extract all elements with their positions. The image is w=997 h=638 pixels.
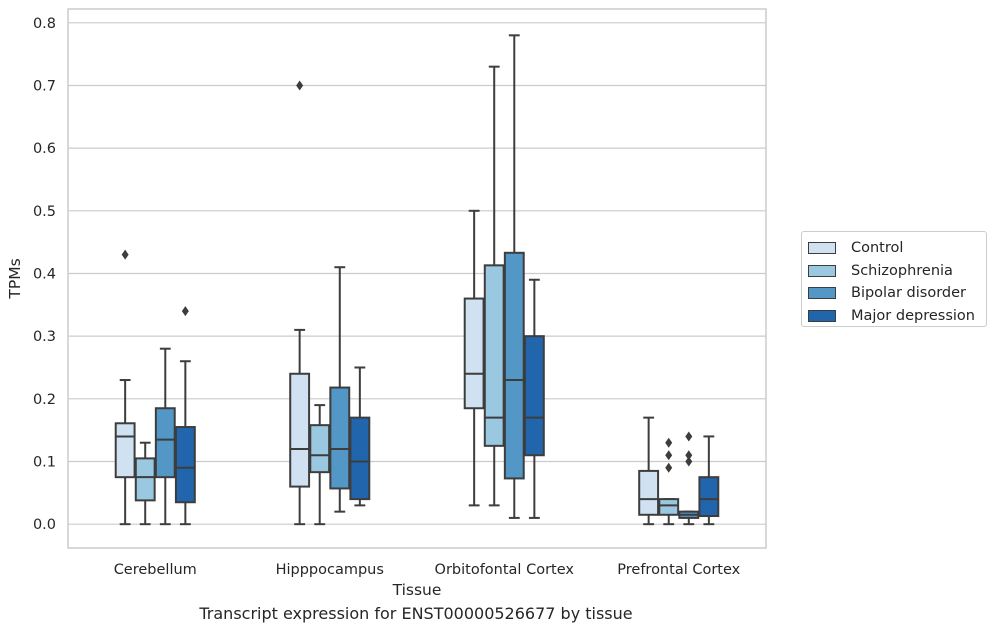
- legend-swatch: [808, 264, 836, 277]
- box-control-cerebellum: [114, 422, 136, 479]
- outlier-point: [665, 462, 673, 473]
- box-bipolar-disorder-cerebellum: [154, 407, 176, 479]
- y-tick-label: 0.0: [33, 517, 56, 533]
- legend-label: Schizophrenia: [851, 262, 953, 279]
- box-control-orbitofontal-cortex: [463, 297, 485, 410]
- legend-swatch: [808, 287, 836, 300]
- outlier-point: [685, 431, 693, 442]
- plot-frame: [67, 8, 767, 549]
- legend-label: Bipolar disorder: [851, 285, 966, 302]
- outlier-point: [665, 450, 673, 461]
- y-tick-label: 0.1: [33, 455, 56, 471]
- x-tick-label: Hipppocampus: [276, 562, 384, 578]
- outlier-point: [685, 456, 693, 467]
- box-schizophrenia-prefrontal-cortex: [658, 498, 680, 516]
- outlier-point: [181, 306, 189, 317]
- box-major-depression-prefrontal-cortex: [698, 476, 720, 518]
- chart-legend: Control Schizophrenia Bipolar disorder Majo…: [801, 231, 987, 327]
- box-control-prefrontal-cortex: [638, 469, 660, 516]
- legend-swatch: [808, 309, 836, 322]
- outlier-point: [296, 80, 304, 91]
- box-schizophrenia-orbitofontal-cortex: [483, 264, 505, 447]
- y-tick-label: 0.6: [33, 141, 56, 157]
- y-tick-label: 0.4: [33, 266, 56, 282]
- x-axis-label: Tissue: [392, 581, 442, 599]
- y-tick-label: 0.5: [33, 204, 56, 220]
- figure-caption: Transcript expression for ENST0000052667…: [199, 604, 633, 623]
- outlier-point: [121, 249, 129, 260]
- box-schizophrenia-cerebellum: [134, 457, 156, 502]
- box-major-depression-orbitofontal-cortex: [523, 335, 545, 457]
- legend-item: Control: [808, 237, 980, 260]
- y-tick-label: 0.8: [33, 16, 56, 32]
- legend-label: Major depression: [851, 307, 975, 324]
- box-major-depression-cerebellum: [174, 426, 196, 504]
- legend-item: Schizophrenia: [808, 260, 980, 283]
- x-tick-label: Prefrontal Cortex: [617, 562, 740, 578]
- legend-label: Control: [851, 240, 904, 257]
- y-tick-label: 0.2: [33, 392, 56, 408]
- box-schizophrenia-hipppocampus: [309, 424, 331, 474]
- legend-swatch: [808, 242, 836, 255]
- outlier-point: [685, 450, 693, 461]
- y-tick-label: 0.7: [33, 78, 56, 94]
- legend-item: Bipolar disorder: [808, 282, 980, 305]
- x-tick-label: Cerebellum: [114, 562, 197, 578]
- box-major-depression-hipppocampus: [349, 416, 371, 501]
- box-bipolar-disorder-hipppocampus: [329, 386, 351, 490]
- x-tick-label: Orbitofontal Cortex: [435, 562, 575, 578]
- outlier-point: [665, 437, 673, 448]
- y-axis-label: TPMs: [6, 258, 24, 299]
- y-tick-label: 0.3: [33, 329, 56, 345]
- legend-item: Major depression: [808, 305, 980, 328]
- box-bipolar-disorder-orbitofontal-cortex: [503, 251, 525, 480]
- box-control-hipppocampus: [289, 372, 311, 488]
